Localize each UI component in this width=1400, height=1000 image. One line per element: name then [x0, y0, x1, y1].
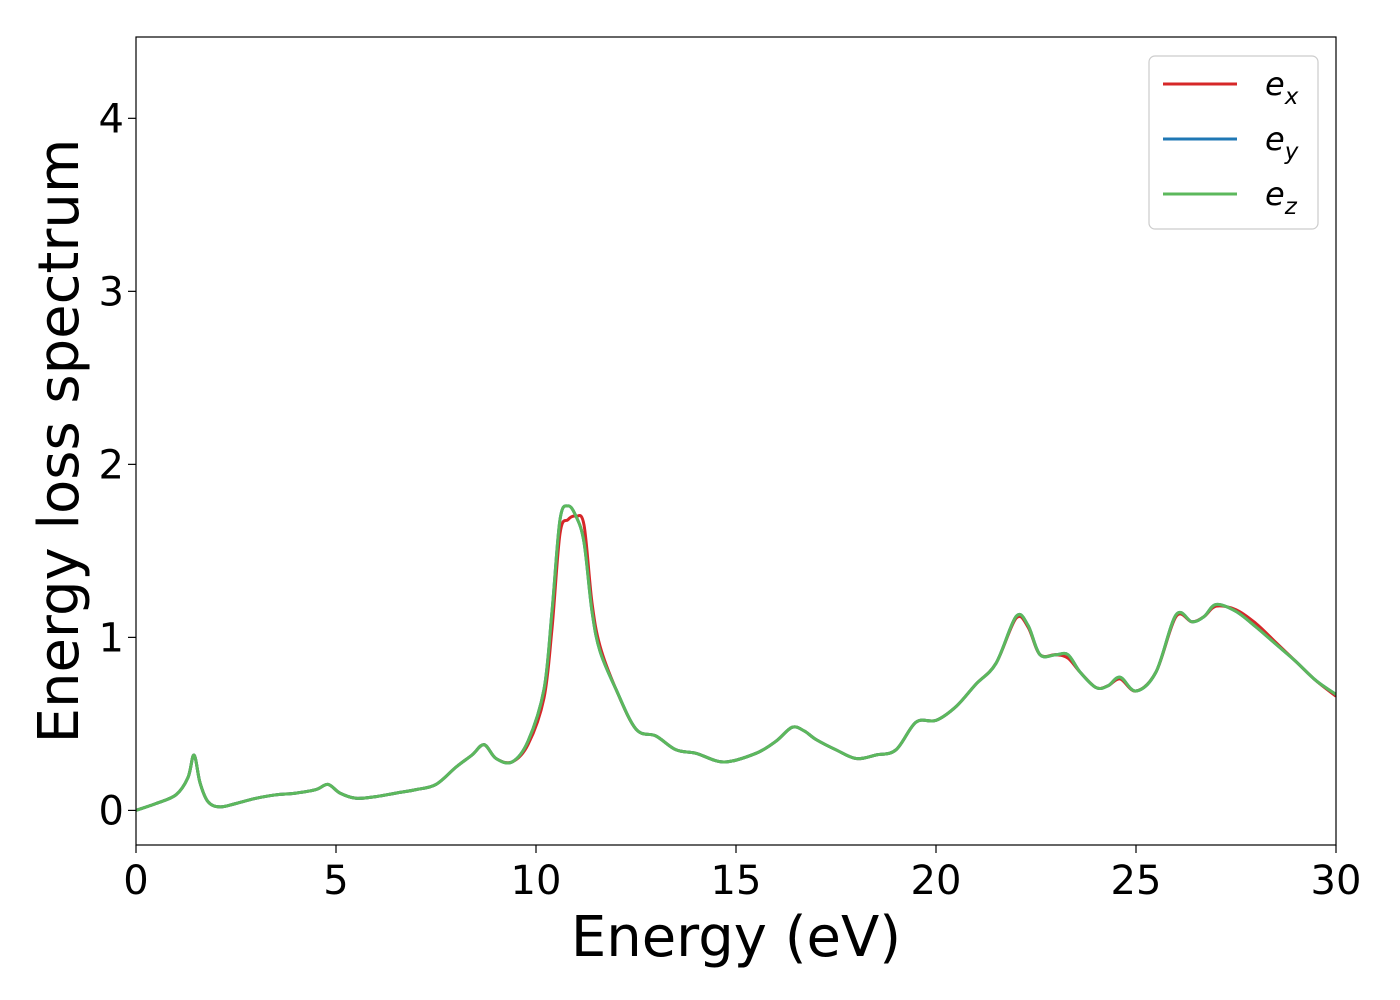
series-layer [136, 504, 1336, 812]
legend: ex ey ez [1148, 55, 1319, 230]
y-tick-label: 4 [99, 96, 124, 142]
x-axis-title: Energy (eV) [571, 905, 901, 970]
series-line-x [136, 514, 1336, 812]
x-tick-label: 15 [711, 858, 762, 904]
y-tick-label: 0 [99, 788, 124, 834]
legend-entry-label: ex [1265, 65, 1299, 110]
legend-entry-label: ey [1265, 120, 1299, 165]
y-tick-label: 1 [99, 615, 124, 661]
series-line-z [136, 504, 1336, 812]
y-axis: 0 1 2 3 4 [99, 96, 136, 834]
x-tick-label: 10 [511, 858, 562, 904]
x-axis: 0 5 10 15 20 25 30 [123, 845, 1361, 904]
series-line-y [136, 504, 1336, 812]
y-tick-label: 2 [99, 442, 124, 488]
legend-entry-label: ez [1265, 175, 1298, 220]
legend-box [1148, 55, 1319, 230]
y-axis-title: Energy loss spectrum [27, 139, 92, 744]
x-tick-label: 5 [323, 858, 348, 904]
y-tick-label: 3 [99, 269, 124, 315]
x-tick-label: 25 [1111, 858, 1162, 904]
x-tick-label: 30 [1311, 858, 1362, 904]
x-tick-label: 20 [911, 858, 962, 904]
x-tick-label: 0 [123, 858, 148, 904]
